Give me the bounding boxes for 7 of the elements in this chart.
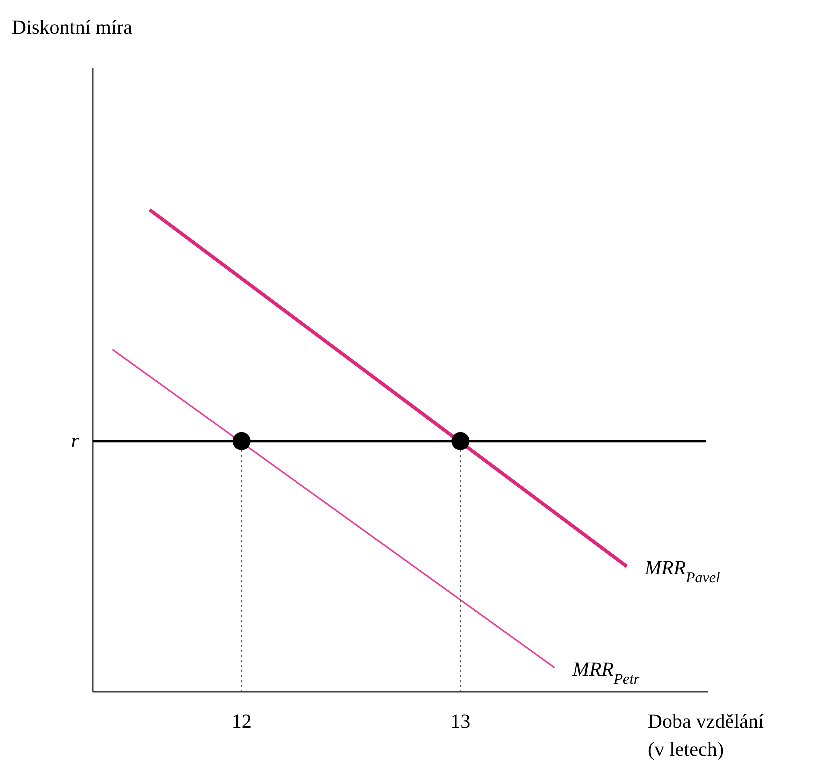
series-label: MRR$_{Pavel}$ <box>644 558 720 587</box>
ref-line-label: r <box>71 430 80 452</box>
x-tick-label: 12 <box>232 711 252 733</box>
x-tick-label: 13 <box>450 711 471 733</box>
series-label: MRR$_{Petr}$ <box>572 658 640 688</box>
text: Diskontní míra <box>12 17 133 39</box>
x-axis-title: Doba vzdělání (v letech) <box>648 711 765 761</box>
